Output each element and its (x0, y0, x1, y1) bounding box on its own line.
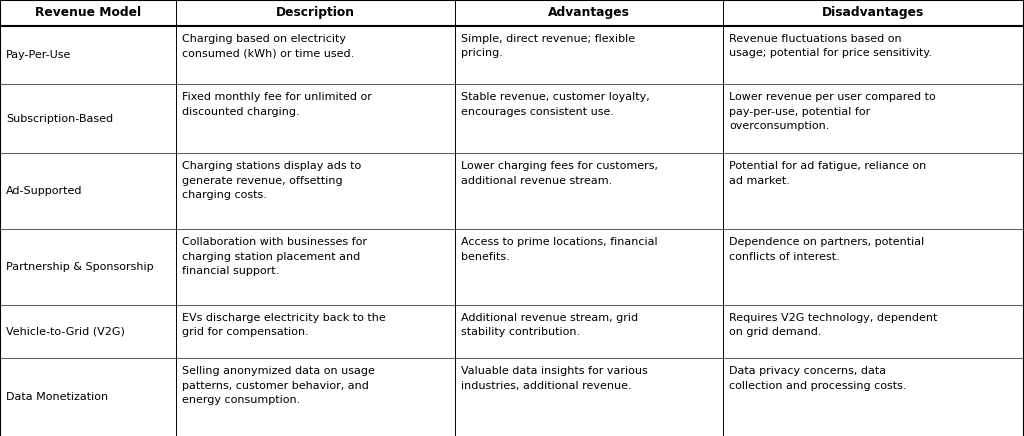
Text: Charging based on electricity
consumed (kWh) or time used.: Charging based on electricity consumed (… (182, 34, 354, 58)
Text: Access to prime locations, financial
benefits.: Access to prime locations, financial ben… (461, 237, 657, 262)
Text: Advantages: Advantages (548, 7, 630, 20)
Text: Revenue Model: Revenue Model (35, 7, 141, 20)
Text: Fixed monthly fee for unlimited or
discounted charging.: Fixed monthly fee for unlimited or disco… (182, 92, 372, 117)
Text: Partnership & Sponsorship: Partnership & Sponsorship (6, 262, 154, 272)
Text: Potential for ad fatigue, reliance on
ad market.: Potential for ad fatigue, reliance on ad… (729, 161, 926, 186)
Text: Collaboration with businesses for
charging station placement and
financial suppo: Collaboration with businesses for chargi… (182, 237, 368, 276)
Text: Simple, direct revenue; flexible
pricing.: Simple, direct revenue; flexible pricing… (461, 34, 635, 58)
Text: Subscription-Based: Subscription-Based (6, 114, 113, 124)
Text: EVs discharge electricity back to the
grid for compensation.: EVs discharge electricity back to the gr… (182, 313, 386, 337)
Text: Charging stations display ads to
generate revenue, offsetting
charging costs.: Charging stations display ads to generat… (182, 161, 361, 200)
Text: Data Monetization: Data Monetization (6, 392, 109, 402)
Text: Ad-Supported: Ad-Supported (6, 186, 83, 196)
Text: Vehicle-to-Grid (V2G): Vehicle-to-Grid (V2G) (6, 327, 125, 337)
Text: Description: Description (275, 7, 355, 20)
Text: Revenue fluctuations based on
usage; potential for price sensitivity.: Revenue fluctuations based on usage; pot… (729, 34, 932, 58)
Text: Stable revenue, customer loyalty,
encourages consistent use.: Stable revenue, customer loyalty, encour… (461, 92, 649, 117)
Text: Pay-Per-Use: Pay-Per-Use (6, 50, 72, 60)
Text: Valuable data insights for various
industries, additional revenue.: Valuable data insights for various indus… (461, 366, 647, 391)
Text: Disadvantages: Disadvantages (822, 7, 925, 20)
Text: Dependence on partners, potential
conflicts of interest.: Dependence on partners, potential confli… (729, 237, 925, 262)
Text: Selling anonymized data on usage
patterns, customer behavior, and
energy consump: Selling anonymized data on usage pattern… (182, 366, 375, 405)
Text: Requires V2G technology, dependent
on grid demand.: Requires V2G technology, dependent on gr… (729, 313, 937, 337)
Text: Data privacy concerns, data
collection and processing costs.: Data privacy concerns, data collection a… (729, 366, 906, 391)
Text: Lower revenue per user compared to
pay-per-use, potential for
overconsumption.: Lower revenue per user compared to pay-p… (729, 92, 936, 131)
Text: Lower charging fees for customers,
additional revenue stream.: Lower charging fees for customers, addit… (461, 161, 657, 186)
Text: Additional revenue stream, grid
stability contribution.: Additional revenue stream, grid stabilit… (461, 313, 638, 337)
